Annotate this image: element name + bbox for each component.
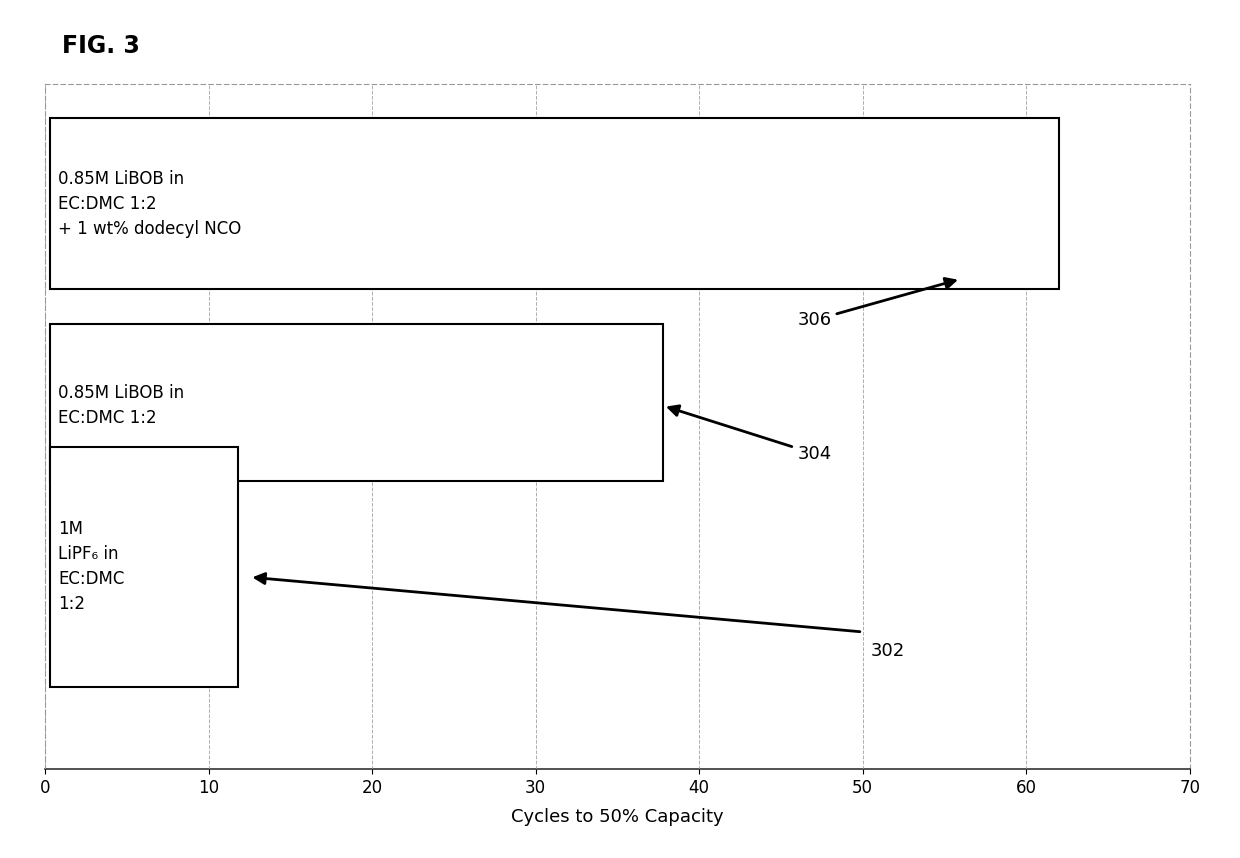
Bar (50, 323, 663, 481)
Text: 306: 306 (797, 279, 955, 329)
Bar (50, 118, 1059, 289)
Text: FIG. 3: FIG. 3 (62, 34, 140, 58)
Text: 0.85M LiBOB in
EC:DMC 1:2: 0.85M LiBOB in EC:DMC 1:2 (58, 384, 185, 427)
Text: 0.85M LiBOB in
EC:DMC 1:2
+ 1 wt% dodecyl NCO: 0.85M LiBOB in EC:DMC 1:2 + 1 wt% dodecy… (58, 170, 242, 238)
Text: 1M
LiPF₆ in
EC:DMC
1:2: 1M LiPF₆ in EC:DMC 1:2 (58, 520, 124, 613)
X-axis label: Cycles to 50% Capacity: Cycles to 50% Capacity (511, 808, 724, 826)
Text: 304: 304 (668, 406, 832, 462)
Text: 302: 302 (870, 643, 905, 660)
Bar (50, 447, 238, 686)
